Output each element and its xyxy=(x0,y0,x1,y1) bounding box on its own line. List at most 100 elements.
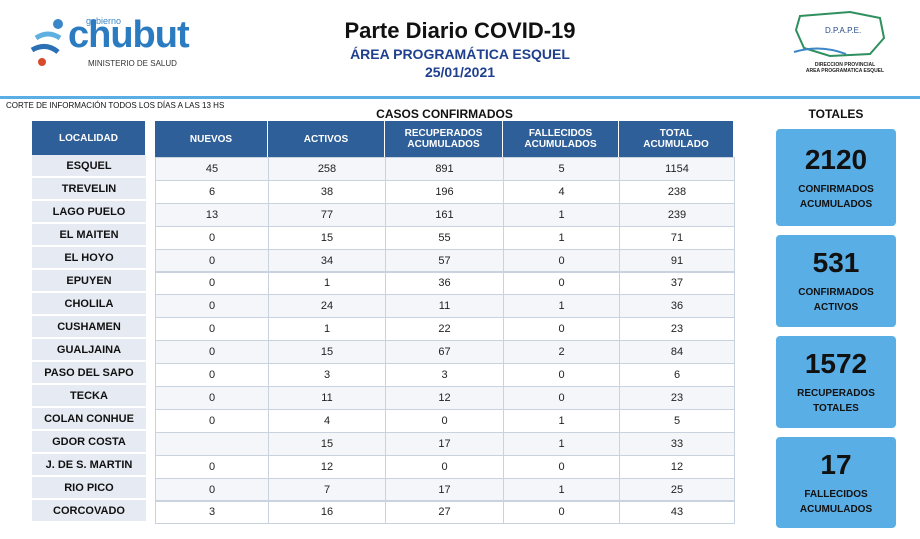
table-cell: 0 xyxy=(155,454,269,479)
table-cell: 1 xyxy=(503,408,620,433)
localidad: LAGO PUELO xyxy=(32,201,146,224)
table-cell: 1 xyxy=(503,202,620,227)
localidad: TREVELIN xyxy=(32,178,146,201)
total-card: 1572 RECUPERADOS TOTALES xyxy=(776,336,896,428)
column-header: TOTAL ACUMULADO xyxy=(619,121,734,157)
column-header: FALLECIDOS ACUMULADOS xyxy=(503,121,619,157)
total-label: FALLECIDOS ACUMULADOS xyxy=(800,487,872,517)
total-label-line: ACUMULADOS xyxy=(799,198,873,210)
table-cell: 0 xyxy=(503,500,620,525)
divider xyxy=(0,96,920,99)
localidad: CUSHAMEN xyxy=(32,316,146,339)
table-cell: 0 xyxy=(155,294,269,319)
table-cell: 36 xyxy=(619,294,735,319)
table-cell xyxy=(155,431,269,456)
ministry: MINISTERIO DE SALUD xyxy=(88,59,177,68)
table-cell: 12 xyxy=(619,454,735,479)
table-cell: 37 xyxy=(619,271,735,296)
table-cell: 34 xyxy=(268,248,386,273)
table-cell: 0 xyxy=(503,317,620,342)
table-cell: 55 xyxy=(385,225,504,250)
total-label-line: CONFIRMADOS xyxy=(798,183,874,195)
table-cell: 77 xyxy=(268,202,386,227)
table-cell: 4 xyxy=(503,179,620,204)
table-cell: 12 xyxy=(268,454,386,479)
table-cell: 4 xyxy=(268,408,386,433)
total-label-line: ACUMULADOS xyxy=(799,503,873,515)
column-header-line: RECUPERADOS xyxy=(404,128,483,139)
table-cell: 22 xyxy=(385,317,504,342)
table-cell: 5 xyxy=(619,408,735,433)
table-cell: 43 xyxy=(619,500,735,525)
table-cell: 0 xyxy=(155,340,269,365)
table-cell: 27 xyxy=(385,500,504,525)
table-cell: 3 xyxy=(385,363,504,387)
table-cell: 0 xyxy=(503,386,620,410)
table-cell: 7 xyxy=(268,477,386,502)
table-cell: 24 xyxy=(268,294,386,319)
table-title: CASOS CONFIRMADOS xyxy=(376,107,513,121)
column-header-line: TOTAL xyxy=(659,128,693,139)
right-logo: D.P.A.P.E. xyxy=(825,26,862,35)
localidad: EL MAITEN xyxy=(32,224,146,247)
table-cell: 161 xyxy=(385,202,504,227)
table-cell: 0 xyxy=(155,248,269,273)
localidad: J. DE S. MARTIN xyxy=(32,454,146,477)
table-cell: 0 xyxy=(503,363,620,387)
right-line2: AREA PROGRAMATICA ESQUEL xyxy=(805,68,885,74)
total-label: CONFIRMADOS ACUMULADOS xyxy=(798,182,874,212)
table-cell: 12 xyxy=(385,386,504,410)
total-value: 531 xyxy=(812,247,860,278)
localidad: CORCOVADO xyxy=(32,500,146,523)
total-card: 531 CONFIRMADOS ACTIVOS xyxy=(776,235,896,327)
table-cell: 67 xyxy=(385,340,504,365)
table-cell: 0 xyxy=(155,271,269,296)
total-label: RECUPERADOS TOTALES xyxy=(797,386,875,416)
table-cell: 1 xyxy=(268,271,386,296)
table-cell: 1 xyxy=(503,225,620,250)
table-cell: 1 xyxy=(503,294,620,319)
column-header-line: FALLECIDOS xyxy=(528,128,593,139)
total-label-line: TOTALES xyxy=(813,403,859,414)
table-cell: 84 xyxy=(619,340,735,365)
column-header: NUEVOS xyxy=(155,121,268,157)
table-cell: 17 xyxy=(385,477,504,502)
table-cell: 0 xyxy=(503,248,620,273)
table-cell: 1 xyxy=(503,477,620,502)
table-cell: 11 xyxy=(268,386,386,410)
table-cell: 6 xyxy=(619,363,735,387)
table-cell: 0 xyxy=(385,408,504,433)
table-cell: 17 xyxy=(385,431,504,456)
table-cell: 91 xyxy=(619,248,735,273)
column-header-line: ACUMULADOS xyxy=(407,139,480,150)
table-cell: 0 xyxy=(155,477,269,502)
table-cell: 0 xyxy=(155,225,269,250)
total-label-line: ACTIVOS xyxy=(813,302,859,313)
localidad: TECKA xyxy=(32,385,146,408)
table-cell: 1154 xyxy=(619,157,735,181)
total-label-line: RECUPERADOS xyxy=(797,388,875,399)
total-card: 17 FALLECIDOS ACUMULADOS xyxy=(776,437,896,528)
column-header: RECUPERADOS ACUMULADOS xyxy=(385,121,503,157)
localidad: CHOLILA xyxy=(32,293,146,316)
table-cell: 36 xyxy=(385,271,504,296)
table-cell: 3 xyxy=(155,500,269,525)
table-cell: 33 xyxy=(619,431,735,456)
table-cell: 6 xyxy=(155,179,269,204)
table-cell: 2 xyxy=(503,340,620,365)
table-cell: 258 xyxy=(268,157,386,181)
column-header-line: NUEVOS xyxy=(189,133,233,145)
table-cell: 239 xyxy=(619,202,735,227)
column-header-line: ACUMULADOS xyxy=(524,139,597,150)
table-cell: 891 xyxy=(385,157,504,181)
localidad: PASO DEL SAPO xyxy=(32,362,146,385)
localidad: RIO PICO xyxy=(32,477,146,500)
title: Parte Diario COVID-19 xyxy=(344,18,576,43)
date: 25/01/2021 xyxy=(424,64,496,80)
table-cell: 45 xyxy=(155,157,269,181)
logo: chubut xyxy=(68,14,190,56)
total-label-line: CONFIRMADOS xyxy=(798,287,874,298)
table-cell: 15 xyxy=(268,225,386,250)
table-cell: 15 xyxy=(268,340,386,365)
table-cell: 38 xyxy=(268,179,386,204)
